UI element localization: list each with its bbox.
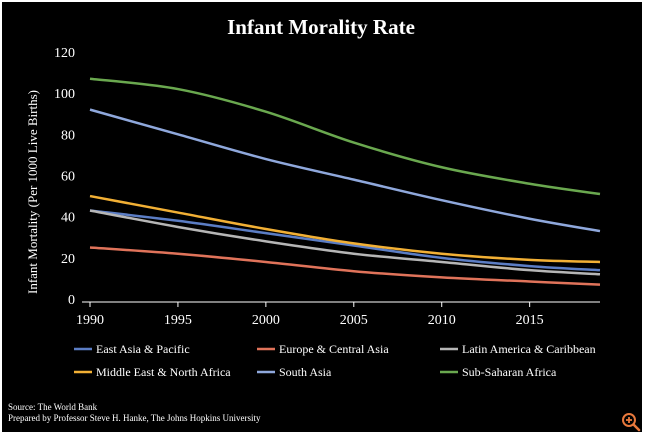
legend-label-europe-central-asia: Europe & Central Asia [279,342,389,356]
y-tick-label: 20 [61,252,75,267]
x-tick-label: 2005 [340,313,368,328]
y-tick-label: 120 [54,46,75,61]
chart-panel: Infant Morality Rate Infant Mortality (P… [2,2,642,432]
zoom-icon [622,413,641,432]
chart-title: Infant Morality Rate [227,15,415,39]
y-tick-label: 60 [61,170,75,185]
legend-label-latin-america-caribbean: Latin America & Caribbean [462,342,596,356]
y-tick-label: 100 [54,87,75,102]
x-tick-label: 1995 [164,313,192,328]
x-tick-label: 2000 [252,313,280,328]
legend-label-south-asia: South Asia [279,365,332,379]
x-tick-label: 2010 [428,313,456,328]
y-tick-label: 0 [68,293,75,308]
x-tick-label: 1990 [76,313,104,328]
prepared-by-note: Prepared by Professor Steve H. Hanke, Th… [8,413,261,423]
y-tick-label: 80 [61,128,75,143]
series-line-sub-saharan-africa [89,77,601,196]
y-tick-label: 40 [61,211,75,226]
x-tick-label: 2015 [516,313,544,328]
series-lines [89,77,601,286]
source-note: Source: The World Bank [8,402,98,412]
legend-label-middle-east-north-africa: Middle East & North Africa [96,365,231,379]
series-line-latin-america-caribbean [89,209,601,276]
series-line-east-asia-pacific [89,209,601,272]
legend-label-sub-saharan-africa: Sub-Saharan Africa [462,365,557,379]
series-line-europe-central-asia [89,246,601,286]
zoom-button[interactable] [620,411,642,433]
series-line-south-asia [89,108,601,233]
legend: East Asia & Pacific Europe & Central Asia… [74,342,596,379]
x-ticks: 1990 1995 2000 2005 2010 2015 [76,302,544,328]
y-ticks: 0 20 40 60 80 100 120 [54,46,75,308]
chart: Infant Morality Rate Infant Mortality (P… [8,15,601,423]
series-line-middle-east-north-africa [89,194,601,264]
y-axis-label: Infant Mortality (Per 1000 Live Births) [25,90,40,294]
legend-label-east-asia-pacific: East Asia & Pacific [96,342,190,356]
